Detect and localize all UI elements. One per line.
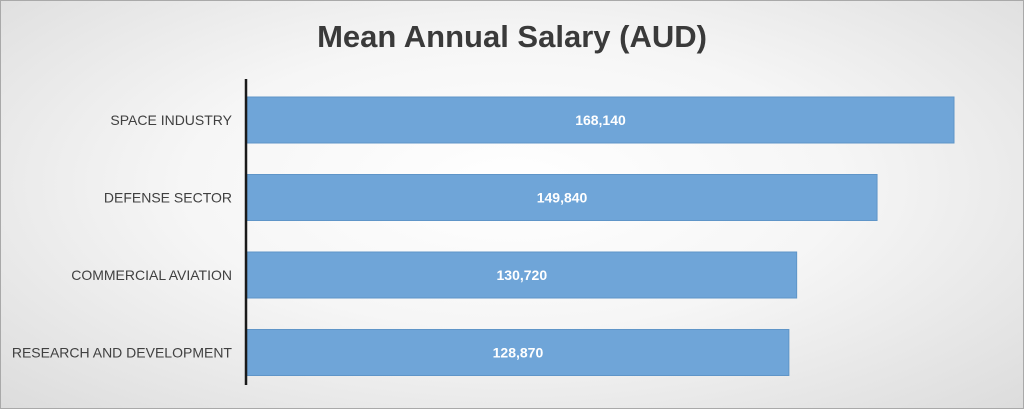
category-label: SPACE INDUSTRY <box>110 112 232 128</box>
category-label: COMMERCIAL AVIATION <box>71 267 232 283</box>
chart-title: Mean Annual Salary (AUD) <box>317 19 707 54</box>
bar-value-label: 149,840 <box>537 190 588 206</box>
bar <box>246 251 798 299</box>
bar <box>246 174 878 221</box>
bar-value-label: 130,720 <box>497 267 548 283</box>
bar-value-label: 168,140 <box>575 112 626 128</box>
bar-value-label: 128,870 <box>493 345 544 361</box>
bar <box>246 329 790 376</box>
category-label: RESEARCH AND DEVELOPMENT <box>12 345 233 361</box>
category-label: DEFENSE SECTOR <box>104 190 232 206</box>
bar <box>246 96 955 144</box>
